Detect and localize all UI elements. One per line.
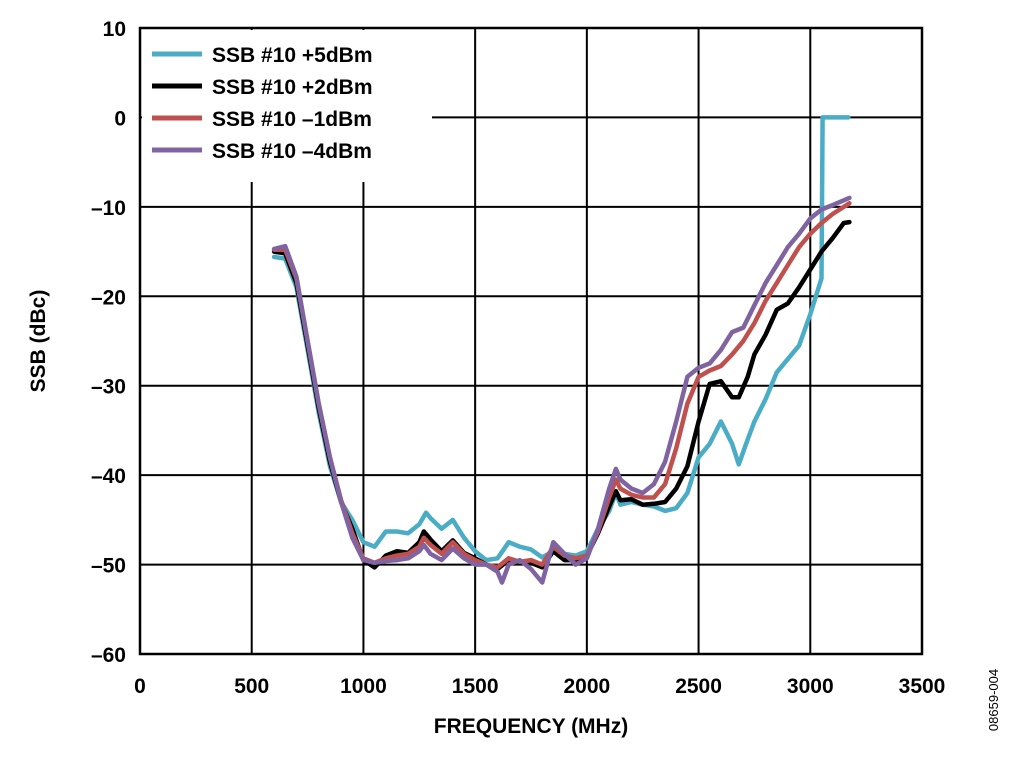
series-lines	[271, 115, 852, 585]
x-tick-label: 0	[134, 675, 146, 698]
legend: SSB #10 +5dBm SSB #10 +2dBm SSB #10 –1dBm S…	[142, 30, 432, 182]
x-tick-label: 3000	[787, 675, 834, 698]
y-tick-label: –10	[91, 197, 126, 220]
y-tick-label: –30	[91, 376, 126, 399]
figure-id: 08659-004	[986, 669, 1001, 731]
x-tick-label: 2500	[675, 675, 722, 698]
y-tick-label: –50	[91, 555, 126, 578]
series-line-1	[271, 219, 852, 572]
plot-frame	[138, 26, 924, 656]
legend-label: SSB #10 –4dBm	[212, 140, 372, 163]
x-tick-label: 3500	[899, 675, 946, 698]
x-tick-label: 500	[234, 675, 269, 698]
y-tick-label: –40	[91, 465, 126, 488]
legend-label: SSB #10 +2dBm	[212, 76, 373, 99]
y-tick-label: –60	[91, 644, 126, 667]
series-line-3	[271, 195, 852, 585]
x-axis-label: FREQUENCY (MHz)	[434, 715, 628, 738]
y-axis-label: SSB (dBc)	[27, 290, 50, 393]
x-tick-label: 1000	[340, 675, 387, 698]
x-tick-label: 1500	[452, 675, 499, 698]
x-tick-label: 2000	[563, 675, 610, 698]
legend-label: SSB #10 +5dBm	[212, 44, 373, 67]
x-tick-labels: 0 500 1000 1500 2000 2500 3000 3500	[134, 675, 945, 698]
grid	[139, 27, 923, 655]
y-tick-label: 0	[114, 107, 126, 130]
y-tick-labels: 10 0 –10 –20 –30 –40 –50 –60	[91, 18, 126, 667]
y-tick-label: –20	[91, 286, 126, 309]
legend-label: SSB #10 –1dBm	[212, 108, 372, 131]
y-tick-label: 10	[103, 18, 126, 41]
